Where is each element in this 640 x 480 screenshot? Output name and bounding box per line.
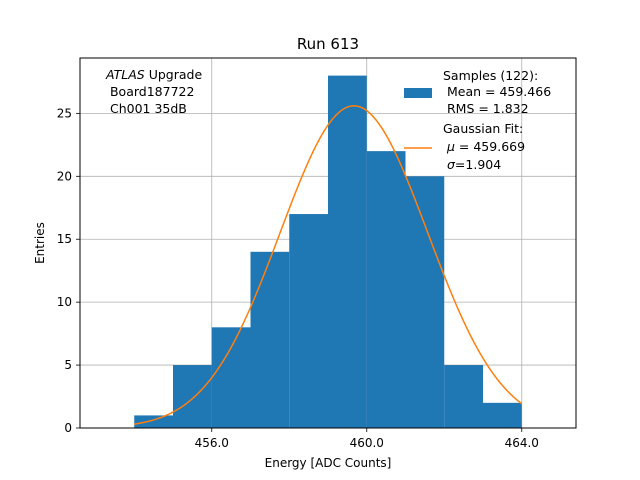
legend-fit-mu: μ = 459.669 [443, 139, 525, 154]
fit-curve-path [134, 105, 523, 425]
legend-fit-title: Gaussian Fit: [443, 121, 523, 136]
y-tick-label: 5 [64, 358, 72, 372]
histogram-bar [328, 75, 367, 428]
y-axis-label: Entries [33, 222, 47, 264]
y-tick-label: 0 [64, 421, 72, 435]
histogram-bar [173, 365, 212, 428]
legend-sigma-value: =1.904 [455, 157, 501, 172]
legend-mu-value: = 459.669 [455, 139, 525, 154]
histogram-bar [250, 251, 290, 428]
annotation-board: Board187722 [106, 84, 194, 99]
y-tick-label: 15 [57, 232, 72, 246]
histogram-bar [289, 214, 328, 428]
histogram-bar [134, 415, 173, 428]
histogram-bar [211, 327, 251, 428]
x-tick-label: 456.0 [195, 436, 229, 450]
plot-frame [79, 57, 577, 429]
atlas-annotation: ATLAS Upgrade Board187722 Ch001 35dB [105, 67, 202, 116]
x-axis-label: Energy [ADC Counts] [265, 456, 392, 470]
legend-samples-mean: Mean = 459.466 [443, 84, 551, 99]
y-tick-label: 20 [57, 169, 72, 183]
legend: Samples (122): Mean = 459.466 RMS = 1.83… [404, 68, 551, 172]
y-axis-ticks: 0 5 10 15 20 25 [57, 106, 80, 435]
annotation-atlas: ATLAS [105, 67, 145, 82]
x-axis-ticks: 456.0 460.0 464.0 [195, 428, 539, 450]
histogram-bar [405, 176, 445, 428]
annotation-upgrade: Upgrade [145, 67, 203, 82]
legend-samples-swatch [404, 88, 432, 98]
histogram-bar [483, 402, 522, 428]
legend-sigma-symbol: σ [447, 157, 456, 172]
legend-fit-sigma: σ=1.904 [443, 157, 501, 172]
legend-samples-title: Samples (122): [443, 68, 538, 83]
legend-samples-rms: RMS = 1.832 [443, 101, 529, 116]
annotation-channel: Ch001 35dB [106, 101, 187, 116]
histogram-bar [366, 151, 406, 428]
chart-title: Run 613 [297, 35, 359, 53]
histogram-bars [134, 75, 522, 428]
annotation-line-1: ATLAS Upgrade [105, 67, 202, 82]
gaussian-fit-curve [134, 105, 523, 425]
y-tick-label: 25 [57, 106, 72, 120]
histogram-bar [444, 365, 483, 428]
y-tick-label: 10 [57, 295, 72, 309]
legend-mu-symbol: μ [446, 139, 455, 154]
x-tick-label: 464.0 [505, 436, 539, 450]
x-tick-label: 460.0 [350, 436, 384, 450]
